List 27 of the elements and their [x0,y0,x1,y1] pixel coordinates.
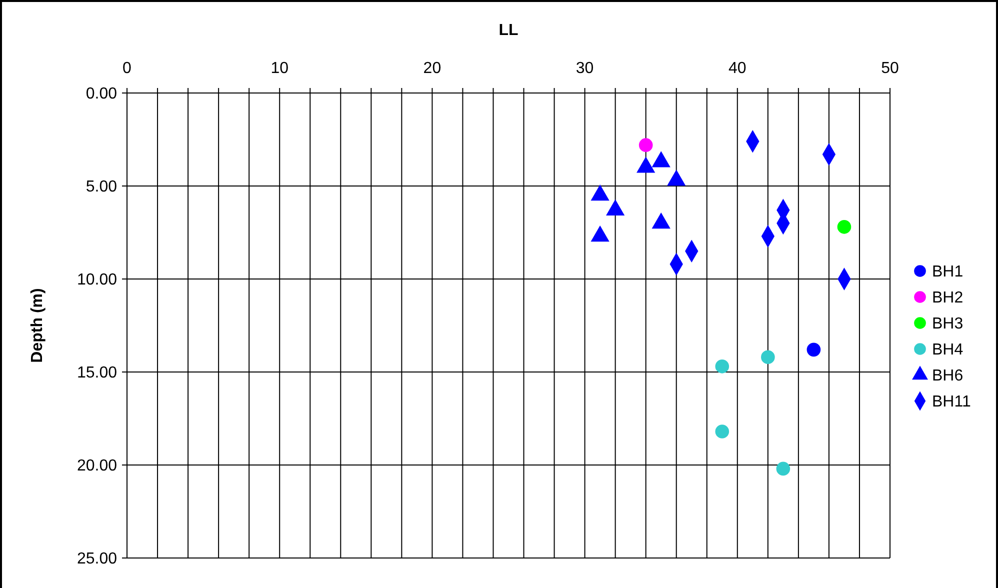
y-tick-label: 10.00 [76,272,118,289]
y-tick-label: 0.00 [86,86,118,103]
legend-label: BH4 [932,342,964,359]
y-tick-label: 20.00 [76,458,118,475]
x-tick-label: 30 [576,60,594,77]
y-tick-label: 5.00 [86,178,118,196]
point [638,138,653,152]
x-axis-title: LL [498,22,518,39]
legend-label: BH3 [932,316,964,333]
point [715,360,730,374]
point [806,342,821,357]
x-tick-label: 20 [423,60,442,77]
x-tick-label: 40 [728,60,746,77]
point [837,220,852,234]
point [776,462,790,476]
legend-label: BH1 [932,264,964,281]
legend-label: BH6 [932,368,964,385]
y-axis-title: Depth (m) [29,288,46,363]
legend-label: BH11 [932,394,971,411]
point [761,350,775,364]
y-tick-label: 15.00 [76,364,118,382]
x-tick-label: 50 [881,60,899,77]
point [715,424,730,438]
y-tick-label: 25.00 [76,550,118,568]
x-tick-label: 0 [122,60,132,77]
legend-label: BH2 [932,290,964,307]
x-tick-label: 10 [270,60,289,77]
